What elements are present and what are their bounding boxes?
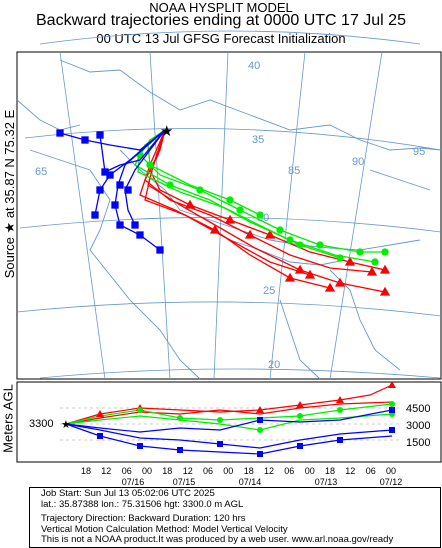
red-markers [184, 199, 391, 296]
boundary-8 [369, 169, 431, 191]
map-grid [16, 30, 442, 380]
height-right-1500: 1500 [406, 437, 430, 449]
lon-line-90 [269, 51, 306, 380]
blue-markers [56, 129, 164, 254]
source-star-icon: ★ [160, 123, 173, 140]
lon-label-65: 65 [35, 166, 47, 178]
boundary-7 [16, 99, 81, 131]
lat-line-25 [16, 301, 442, 317]
boundary-6 [279, 299, 321, 380]
lon-line-85 [213, 51, 229, 380]
time-tick-label: 06 [284, 466, 294, 476]
time-tick-label: 18 [162, 466, 172, 476]
model-title: NOAA HYSPLIT MODEL [149, 0, 293, 15]
red-trajectory-5 [144, 129, 311, 276]
date-label: 07/13 [315, 477, 338, 487]
lon-line-95 [329, 51, 383, 380]
time-tick-label: 00 [142, 466, 152, 476]
blue-trajectory-1 [59, 129, 166, 151]
boundary-3 [119, 149, 421, 251]
map-frame [16, 51, 442, 380]
time-tick-label: 12 [264, 466, 274, 476]
lon-label-85: 85 [288, 165, 300, 177]
job-info-box: Job Start: Sun Jul 13 05:02:06 UTC 2025 … [29, 487, 441, 548]
height-red-1 [65, 384, 393, 425]
time-tick-label: 00 [386, 466, 396, 476]
job-start: Job Start: Sun Jul 13 05:02:06 UTC 2025 [41, 488, 215, 499]
time-tick-label: 18 [325, 466, 335, 476]
vertical-method: Vertical Motion Calculation Method: Mode… [41, 523, 288, 535]
date-label: 07/14 [239, 477, 262, 487]
map-boundaries [16, 59, 442, 380]
lon-line-75 [149, 51, 171, 380]
time-tick-label: 18 [81, 466, 91, 476]
trajectory-direction: Trajectory Direction: Backward Duration:… [41, 513, 246, 524]
boundary-1 [59, 59, 442, 151]
height-red-2 [65, 401, 393, 425]
green-markers [136, 151, 389, 266]
trajectory-title: Backward trajectories ending at 0000 UTC… [36, 12, 406, 29]
time-tick-label: 12 [345, 466, 355, 476]
height-right-4500: 4500 [406, 403, 430, 415]
date-label: 07/12 [380, 477, 403, 487]
lat-label-25: 25 [263, 285, 275, 297]
trajectory-group-green [134, 129, 389, 266]
lat-label-40: 40 [248, 60, 260, 72]
height-blue-2 [65, 423, 393, 455]
forecast-subtitle: 00 UTC 13 Jul GFSG Forecast Initializati… [96, 31, 346, 46]
boundary-2 [29, 149, 201, 380]
time-tick-label: 00 [223, 466, 233, 476]
time-tick-label: 12 [101, 466, 111, 476]
time-tick-label: 06 [203, 466, 213, 476]
blue-trajectory-5 [99, 129, 166, 173]
height-left-value: 3300 [29, 418, 53, 430]
time-tick-label: 06 [122, 466, 132, 476]
lon-label-95: 95 [413, 146, 425, 158]
time-tick-label: 06 [366, 466, 376, 476]
location-info: lat.: 35.87388 lon.: 75.31506 hgt: 3300.… [41, 498, 244, 510]
time-tick-label: 00 [305, 466, 315, 476]
lat-label-35: 35 [252, 134, 264, 146]
date-label: 07/16 [122, 477, 145, 487]
height-markers [96, 381, 396, 457]
height-profiles [65, 384, 393, 455]
height-source-star-icon: ★ [61, 419, 71, 431]
green-trajectory-2 [134, 129, 376, 263]
height-green-2 [65, 413, 393, 431]
height-right-3000: 3000 [406, 420, 430, 432]
lat-label-20: 20 [268, 359, 280, 371]
lat-line-35 [24, 128, 442, 151]
lat-line-40 [39, 30, 421, 45]
lon-line-65 [59, 51, 106, 380]
lon-label-90: 90 [352, 156, 364, 168]
lat-line-20 [39, 368, 442, 379]
boundary-4 [229, 239, 346, 266]
height-blue-3 [65, 409, 393, 433]
trajectory-group-blue [56, 129, 166, 254]
date-label: 07/15 [173, 477, 196, 487]
time-tick-label: 18 [244, 466, 254, 476]
disclaimer: This is not a NOAA product.It was produc… [41, 534, 394, 545]
time-tick-label: 12 [183, 466, 193, 476]
